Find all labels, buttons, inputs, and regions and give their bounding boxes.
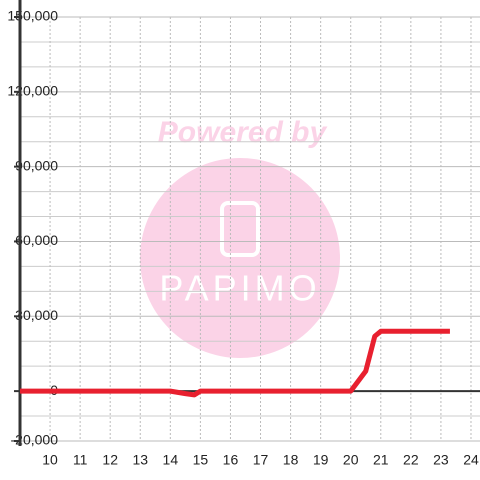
watermark-text: PAPIMO xyxy=(159,268,320,309)
y-tick-label: 120,000 xyxy=(7,83,58,99)
x-tick-label: 16 xyxy=(223,452,239,468)
x-tick-label: 11 xyxy=(73,452,88,468)
x-tick-label: 12 xyxy=(102,452,118,468)
x-tick-label: 13 xyxy=(132,452,148,468)
x-tick-label: 10 xyxy=(42,452,58,468)
watermark-circle xyxy=(140,158,340,358)
x-tick-label: 19 xyxy=(313,452,329,468)
x-tick-label: 18 xyxy=(283,452,299,468)
watermark-text: Powered by xyxy=(158,116,328,149)
x-tick-label: 23 xyxy=(433,452,449,468)
line xyxy=(20,328,450,398)
x-tick-label: 22 xyxy=(403,452,419,468)
x-tick-label: 14 xyxy=(163,452,179,468)
x-tick-label: 24 xyxy=(463,452,479,468)
x-tick-label: 15 xyxy=(193,452,209,468)
y-tick-label: 90,000 xyxy=(15,157,58,173)
y-tick-label: 60,000 xyxy=(15,232,58,248)
y-tick-label: -20,000 xyxy=(11,432,59,448)
x-tick-label: 21 xyxy=(373,452,389,468)
x-tick-label: 20 xyxy=(343,452,359,468)
watermark-icon xyxy=(220,201,260,257)
y-tick-label: 30,000 xyxy=(15,307,58,323)
y-tick-label: 150,000 xyxy=(7,8,58,24)
x-tick-label: 17 xyxy=(253,452,269,468)
